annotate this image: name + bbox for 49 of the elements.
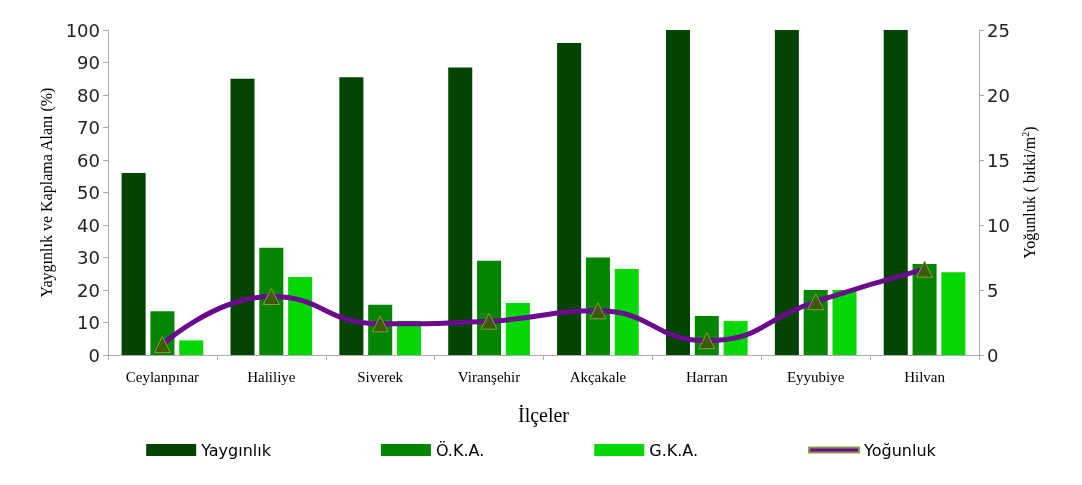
bar xyxy=(665,30,690,355)
bar xyxy=(259,247,284,355)
legend-label: Yaygınlık xyxy=(200,440,272,460)
x-tick-label: Akçakale xyxy=(569,368,627,385)
y2-tick-label: 15 xyxy=(987,149,1010,171)
y-tick-label: 50 xyxy=(77,182,100,203)
bar xyxy=(912,264,937,355)
bar xyxy=(883,30,908,355)
legend-label: Yoğunluk xyxy=(863,440,937,460)
x-tick-label: Ceylanpınar xyxy=(125,368,200,385)
y-tick-label: 90 xyxy=(77,52,100,73)
x-tick-label: Haliliye xyxy=(247,368,296,385)
x-tick-label: Harran xyxy=(685,368,729,385)
y-axis-title: Yaygınlık ve Kaplama Alanı (%) xyxy=(38,87,57,298)
bar xyxy=(614,268,639,355)
y2-tick-label: 20 xyxy=(987,84,1010,106)
bar xyxy=(557,43,582,355)
y-tick-label: 20 xyxy=(77,279,100,301)
bar xyxy=(121,173,146,355)
y-tick-label: 30 xyxy=(77,247,100,268)
y-tick-label: 0 xyxy=(88,344,100,366)
y2-tick-label: 10 xyxy=(987,214,1010,236)
bar xyxy=(774,30,799,355)
bar xyxy=(288,277,313,355)
y2-tick-label: 0 xyxy=(987,344,999,366)
x-tick-label: Hilvan xyxy=(904,368,946,385)
legend-label: G.K.A. xyxy=(649,440,699,460)
x-axis-title: İlçeler xyxy=(517,404,570,427)
y-tick-label: 40 xyxy=(77,214,100,236)
x-tick-label: Siverek xyxy=(357,368,404,385)
y-tick-label: 70 xyxy=(77,117,100,138)
x-tick-label: Eyyubiye xyxy=(786,368,845,385)
bar xyxy=(585,257,610,355)
bar xyxy=(448,67,473,355)
y-tick-label: 100 xyxy=(65,19,100,41)
y2-axis-title: Yoğunluk ( bitki/m2) xyxy=(1020,126,1040,259)
y-tick-label: 80 xyxy=(77,84,100,106)
bar xyxy=(832,290,857,355)
bar xyxy=(179,340,204,355)
bar xyxy=(477,260,502,355)
bar xyxy=(941,272,966,355)
y2-tick-label: 25 xyxy=(987,19,1010,41)
y-tick-label: 10 xyxy=(77,312,100,333)
x-tick-label: Viranşehir xyxy=(457,368,521,385)
bar xyxy=(230,78,255,355)
legend-label: Ö.K.A. xyxy=(435,440,485,460)
y-tick-label: 60 xyxy=(77,149,100,171)
y2-tick-label: 5 xyxy=(987,279,999,301)
bar xyxy=(339,77,364,355)
